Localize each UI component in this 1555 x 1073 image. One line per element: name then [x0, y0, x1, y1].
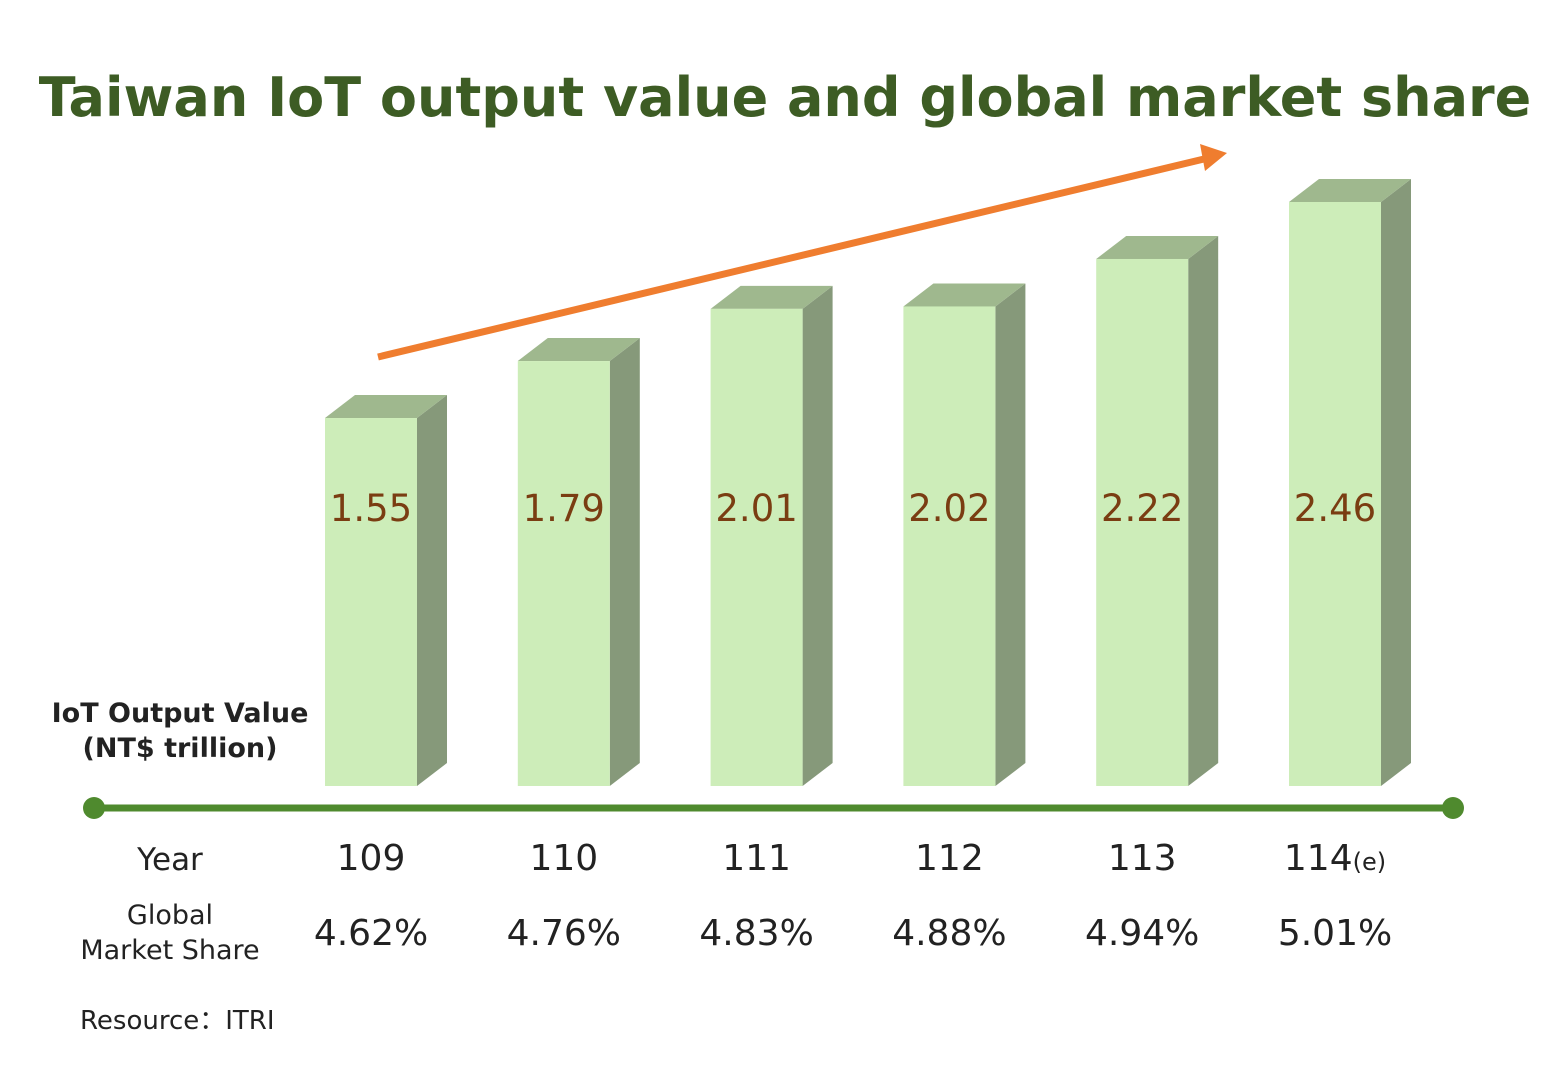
bar-front-face [1096, 258, 1189, 786]
bar-front-face [710, 308, 803, 786]
value-axis-label-line1: IoT Output Value [52, 698, 309, 729]
bar-top-face [710, 285, 833, 309]
chart-title: Taiwan IoT output value and global marke… [39, 66, 1532, 129]
bar-value-label: 1.79 [523, 487, 605, 530]
bar-value-label: 2.22 [1101, 487, 1183, 530]
bar-top-face [903, 283, 1026, 307]
bar-front-face [1289, 201, 1381, 787]
value-axis-label-line2: (NT$ trillion) [83, 733, 278, 764]
market-share-value: 5.01% [1278, 913, 1392, 954]
year-tick-label: 110 [529, 838, 598, 879]
year-tick-label: 113 [1108, 838, 1177, 879]
market-share-value: 4.76% [507, 913, 621, 954]
year-row-label: Year [136, 842, 203, 878]
bar-side-face [609, 338, 640, 786]
estimate-suffix: (e) [1353, 848, 1387, 876]
market-share-value: 4.94% [1085, 913, 1199, 954]
baseline-left-dot [83, 797, 105, 819]
market-share-value: 4.88% [892, 913, 1006, 954]
bar-side-face [802, 285, 833, 786]
trend-arrow [377, 144, 1227, 361]
market-share-value: 4.62% [314, 913, 428, 954]
bar-front-face [325, 418, 417, 786]
bar-109: 1.55 [325, 395, 447, 786]
year-tick-label: 112 [915, 838, 984, 879]
bar-front-face [903, 306, 996, 786]
source-note: Resource：ITRI [80, 1006, 275, 1036]
market-share-value: 4.83% [699, 913, 813, 954]
baseline-right-dot [1442, 797, 1464, 819]
bar-113: 2.22 [1096, 235, 1219, 787]
year-tick-labels: 109 110 111 112 113 114(e) [337, 838, 1386, 879]
bar-114: 2.46 [1289, 178, 1411, 787]
bar-110: 1.79 [517, 338, 640, 786]
bar-side-face [995, 283, 1026, 786]
share-row-label-line2: Market Share [80, 935, 259, 966]
share-row-label-line1: Global [127, 900, 213, 931]
bar-side-face [417, 395, 447, 786]
bar-112: 2.02 [903, 283, 1026, 786]
trend-arrowhead [1200, 144, 1227, 171]
trend-arrow-line [377, 155, 1205, 361]
year-tick-label: 111 [722, 838, 791, 879]
bar-value-label: 1.55 [330, 487, 412, 530]
bar-side-face [1188, 235, 1219, 787]
bar-side-face [1381, 178, 1411, 787]
bar-value-label: 2.01 [715, 487, 797, 530]
bar-top-face [1096, 235, 1219, 259]
bar-value-label: 2.02 [908, 487, 990, 530]
bar-value-label: 2.46 [1294, 487, 1376, 530]
bar-111: 2.01 [710, 285, 833, 786]
bar-top-face [517, 338, 640, 362]
bar-group: 1.55 1.79 2.01 2.02 2.22 2.46 [325, 178, 1411, 787]
year-tick-label: 109 [337, 838, 406, 879]
year-tick-label: 114(e) [1284, 838, 1386, 879]
bar-top-face [325, 395, 447, 419]
bar-front-face [517, 361, 610, 786]
bar-top-face [1289, 178, 1411, 202]
market-share-labels: 4.62% 4.76% 4.83% 4.88% 4.94% 5.01% [314, 913, 1392, 954]
